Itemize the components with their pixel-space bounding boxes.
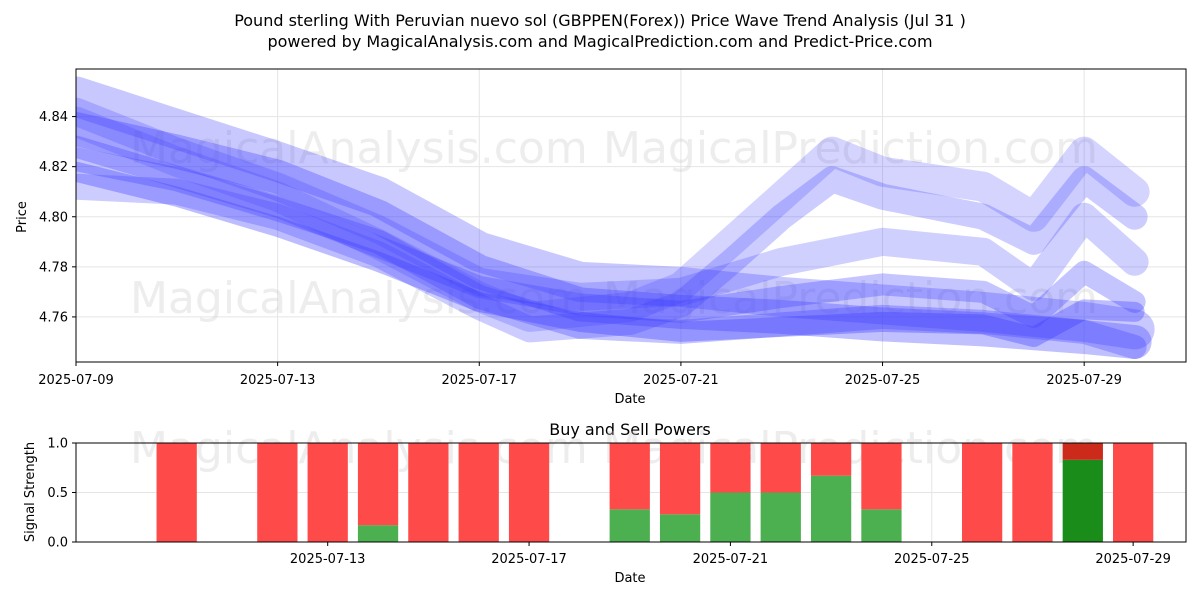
price-wave-band xyxy=(76,166,1148,343)
sell-power-bar xyxy=(257,443,298,542)
sell-power-bar xyxy=(861,443,902,510)
sell-power-bar xyxy=(156,443,197,542)
sell-power-bar xyxy=(1012,443,1053,542)
chart-subtitle: powered by MagicalAnalysis.com and Magic… xyxy=(267,32,932,51)
watermark-text: MagicalPrediction.com xyxy=(603,273,1098,324)
price-x-axis-label: Date xyxy=(614,392,645,407)
buy-power-bar xyxy=(1062,459,1103,542)
sell-power-bar xyxy=(1113,443,1154,542)
price-x-tick-label: 2025-07-25 xyxy=(845,373,921,388)
buy-power-bar xyxy=(760,492,801,542)
price-x-tick-label: 2025-07-09 xyxy=(38,373,114,388)
price-x-tick-label: 2025-07-13 xyxy=(240,373,316,388)
power-x-tick-label: 2025-07-21 xyxy=(693,552,769,567)
price-y-tick-label: 4.76 xyxy=(39,310,68,325)
buy-power-bar xyxy=(710,492,751,542)
power-x-tick-label: 2025-07-13 xyxy=(290,552,366,567)
buy-power-bar xyxy=(357,525,399,542)
price-y-tick-label: 4.78 xyxy=(39,260,68,275)
power-y-ticks: 0.0 0.5 1.0 xyxy=(47,437,76,551)
price-wave-band xyxy=(76,97,1149,311)
buy-power-bar xyxy=(659,514,701,542)
sell-power-bar xyxy=(458,443,499,542)
sell-power-bar xyxy=(710,443,751,493)
price-y-tick-label: 4.82 xyxy=(39,160,68,175)
power-y-tick-label: 0.0 xyxy=(47,536,68,551)
power-y-axis-label: Signal Strength xyxy=(23,442,38,542)
price-x-ticks: 2025-07-09 2025-07-13 2025-07-17 2025-07-21… xyxy=(38,362,1122,388)
sell-power-bar xyxy=(760,443,801,493)
sell-power-bar xyxy=(961,443,1003,542)
watermark-group: MagicalAnalysis.com MagicalPrediction.com… xyxy=(130,123,1098,324)
price-plot-frame xyxy=(75,68,1187,363)
sell-power-bar xyxy=(659,443,701,515)
power-x-axis-label: Date xyxy=(614,571,645,586)
power-y-tick-label: 0.5 xyxy=(47,486,68,501)
power-x-tick-label: 2025-07-29 xyxy=(1095,552,1171,567)
buy-power-bar xyxy=(810,475,852,542)
buy-power-bar xyxy=(861,509,902,542)
chart-title: Pound sterling With Peruvian nuevo sol (… xyxy=(234,11,966,30)
power-x-ticks: 2025-07-13 2025-07-17 2025-07-21 2025-07-25… xyxy=(290,542,1171,567)
buy-sell-power-plot: Buy and Sell Powers MagicalAnalysis.comM… xyxy=(23,420,1187,586)
price-wave-band xyxy=(76,147,1147,359)
sell-power-bar xyxy=(609,443,650,510)
watermark-text: MagicalAnalysis.com xyxy=(130,273,588,324)
power-x-tick-label: 2025-07-25 xyxy=(894,552,970,567)
price-x-tick-label: 2025-07-17 xyxy=(441,373,517,388)
power-x-tick-label: 2025-07-17 xyxy=(491,552,567,567)
price-wave-band xyxy=(76,76,1155,350)
power-chart-title: Buy and Sell Powers xyxy=(549,420,711,439)
power-bars xyxy=(156,443,1154,542)
sell-power-bar xyxy=(508,443,550,542)
sell-power-bar xyxy=(810,443,852,476)
sell-power-bar xyxy=(307,443,348,542)
buy-power-bar xyxy=(609,509,650,542)
price-wave-band xyxy=(76,161,1145,347)
price-wave-band xyxy=(76,112,1152,359)
price-x-tick-label: 2025-07-21 xyxy=(643,373,719,388)
price-y-tick-label: 4.80 xyxy=(39,210,68,225)
sell-power-bar xyxy=(357,443,399,526)
watermark-text: MagicalAnalysis.com xyxy=(130,123,588,174)
price-wave-plot: MagicalAnalysis.com MagicalPrediction.com… xyxy=(15,68,1187,407)
price-wave-band xyxy=(76,106,1150,332)
sell-power-bar xyxy=(1062,443,1103,460)
watermark-text: MagicalPrediction.com xyxy=(603,123,1098,174)
price-y-ticks: 4.76 4.78 4.80 4.82 4.84 xyxy=(39,110,76,325)
price-y-axis-label: Price xyxy=(15,201,30,233)
power-y-tick-label: 1.0 xyxy=(47,437,68,452)
price-wave-series xyxy=(76,76,1155,359)
price-y-tick-label: 4.84 xyxy=(39,110,68,125)
price-x-tick-label: 2025-07-29 xyxy=(1046,373,1122,388)
sell-power-bar xyxy=(408,443,449,542)
price-wave-band xyxy=(76,135,1146,328)
